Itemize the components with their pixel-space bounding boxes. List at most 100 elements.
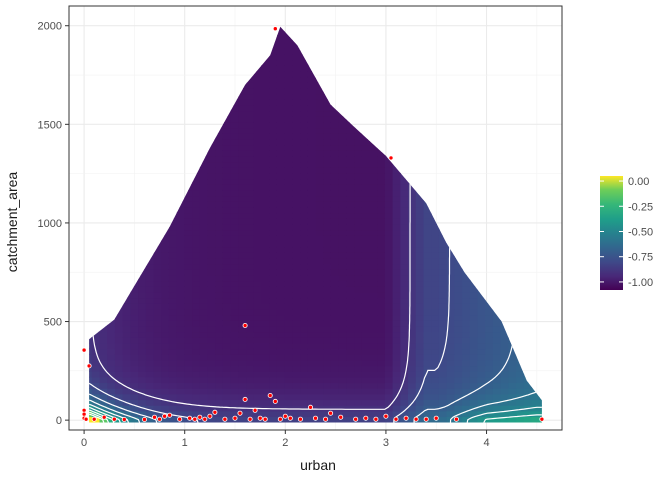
heatmap-cell [222,269,232,276]
heatmap-cell [400,218,409,225]
heatmap-cell [323,257,332,265]
heatmap-cell [300,121,309,129]
heatmap-cell [323,388,332,395]
heatmap-cell [500,388,509,395]
heatmap-cell [114,354,124,361]
heatmap-cell [492,371,502,378]
heatmap-cell [315,223,324,231]
heatmap-cell [138,331,147,338]
heatmap-cell [261,82,270,89]
heatmap-cell [384,314,394,321]
heatmap-cell [192,257,201,265]
heatmap-cell [330,337,340,344]
heatmap-cell [415,348,425,355]
heatmap-cell [446,280,455,287]
heatmap-cell [276,42,286,49]
heatmap-cell [114,331,124,338]
heatmap-cell [215,167,224,174]
heatmap-cell [222,303,232,310]
heatmap-cell [369,257,378,265]
heatmap-cell [330,325,340,333]
heatmap-cell [330,371,340,378]
heatmap-cell [246,382,255,389]
heatmap-cell [354,325,363,333]
heatmap-cell [192,393,201,401]
heatmap-cell [315,371,324,378]
heatmap-cell [269,189,278,197]
heatmap-cell [253,359,263,367]
heatmap-cell [284,121,293,129]
heatmap-cell [138,291,147,299]
heatmap-cell [269,150,278,157]
heatmap-cell [292,376,301,384]
heatmap-cell [307,376,317,384]
heatmap-cell [89,416,93,423]
heatmap-cell [438,235,448,242]
heatmap-cell [168,223,178,231]
heatmap-cell [130,410,139,418]
heatmap-cell [415,286,425,293]
heatmap-cell [462,410,471,418]
heatmap-cell [284,308,293,316]
heatmap-cell [315,127,324,134]
heatmap-cell [330,167,340,174]
heatmap-cell [400,410,409,418]
heatmap-cell [469,359,479,367]
heatmap-cell [276,99,286,106]
heatmap-cell [438,342,448,350]
heatmap-cell [269,376,278,384]
heatmap-cell [354,371,363,378]
heatmap-cell [423,314,432,321]
heatmap-cell [222,393,232,401]
heatmap-cell [284,223,293,231]
heatmap-cell [230,257,239,265]
heatmap-cell [323,105,332,112]
heatmap-cell [276,110,286,117]
heatmap-cell [284,410,293,418]
heatmap-cell [207,371,216,378]
heatmap-cell [431,263,440,270]
heatmap-cell [246,229,255,236]
heatmap-cell [384,354,394,361]
heatmap-cell [323,189,332,197]
heatmap-cell [292,71,301,78]
heatmap-cell [269,359,278,367]
heatmap-cell [122,393,131,401]
heatmap-cell [168,399,178,406]
heatmap-cell [246,121,255,129]
heatmap-cell [199,320,209,327]
heatmap-cell [354,354,363,361]
heatmap-cell [238,127,247,134]
heatmap-cell [330,150,340,157]
heatmap-cell [269,71,278,78]
heatmap-cell [230,167,239,174]
heatmap-cell [500,337,509,344]
heatmap-cell [361,337,371,344]
heatmap-cell [338,155,347,163]
heatmap-cell [392,286,401,293]
heatmap-cell [423,376,432,384]
heatmap-cell [446,382,455,389]
heatmap-cell [176,376,185,384]
heatmap-cell [415,235,425,242]
heatmap-cell [508,354,517,361]
heatmap-cell [284,399,293,406]
heatmap-cell [253,371,263,378]
heatmap-cell [408,405,417,412]
heatmap-cell [300,201,309,208]
heatmap-cell [330,376,340,384]
heatmap-cell [276,274,286,282]
heatmap-cell [284,150,293,157]
heatmap-cell [192,263,201,270]
heatmap-cell [261,88,270,95]
heatmap-cell [276,88,286,95]
heatmap-cell [415,269,425,276]
heatmap-cell [400,212,409,219]
heatmap-cell [300,269,309,276]
heatmap-cell [330,354,340,361]
heatmap-cell [168,382,178,389]
heatmap-cell [408,240,417,248]
heatmap-cell [431,280,440,287]
heatmap-cell [215,371,224,378]
heatmap-cell [469,410,479,418]
